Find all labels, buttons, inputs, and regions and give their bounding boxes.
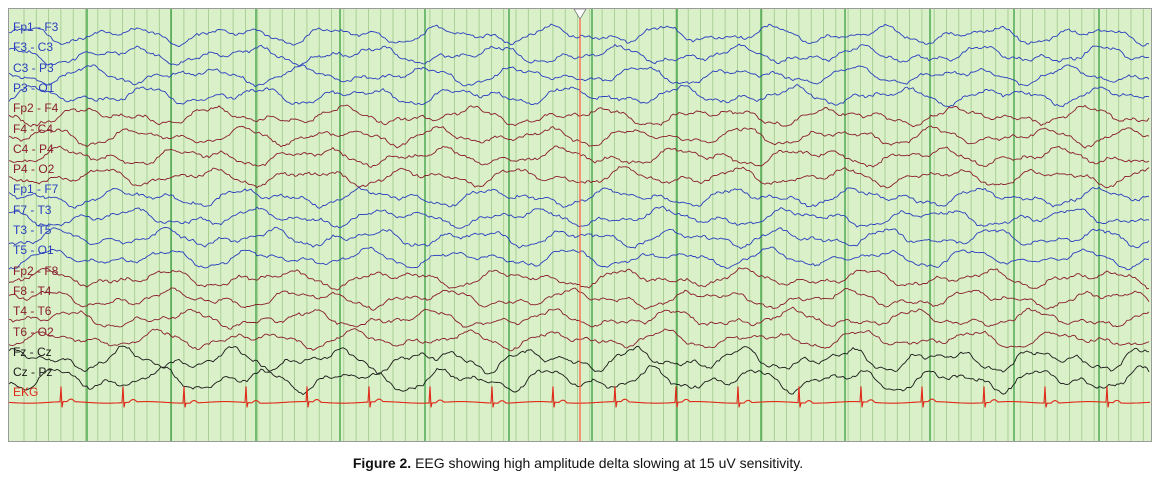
channel-label: C3 - P3 xyxy=(13,60,54,75)
channel-label: T4 - T6 xyxy=(13,304,52,319)
channel-label: EKG xyxy=(13,385,39,400)
channel-label: Fp2 - F4 xyxy=(13,101,59,116)
channel-label: C4 - P4 xyxy=(13,141,54,156)
channel-label: Fz - Cz xyxy=(13,344,52,359)
channel-label: Fp2 - F8 xyxy=(13,263,59,278)
trace-fz-cz xyxy=(9,345,1150,375)
trace-c4-p4 xyxy=(9,145,1150,169)
time-cursor-handle xyxy=(573,9,587,20)
trace-p3-o1 xyxy=(9,83,1149,108)
channel-label: Cz - Pz xyxy=(13,365,53,380)
channel-label: F8 - T4 xyxy=(13,283,52,298)
trace-t4-t6 xyxy=(9,306,1150,330)
trace-t5-o1 xyxy=(9,246,1150,271)
trace-t6-o2 xyxy=(9,328,1150,352)
trace-f3-c3 xyxy=(9,43,1150,67)
channel-label: Fp1 - F3 xyxy=(13,20,59,34)
figure-label: Figure 2. xyxy=(352,455,412,471)
eeg-chart xyxy=(9,9,1150,441)
channel-label: P4 - O2 xyxy=(13,162,55,177)
trace-p4-o2 xyxy=(9,165,1150,189)
channel-label: T6 - O2 xyxy=(13,324,54,339)
channel-label: F3 - C3 xyxy=(13,40,54,55)
channel-label: T3 - T5 xyxy=(13,223,52,237)
grid-layer xyxy=(23,9,1144,441)
figure-caption: Figure 2. EEG showing high amplitude del… xyxy=(0,455,1156,471)
trace-fp2-f8 xyxy=(9,267,1150,291)
channel-label: Fp1 - F7 xyxy=(13,182,59,197)
trace-c3-p3 xyxy=(9,64,1150,88)
trace-fp2-f4 xyxy=(9,104,1150,128)
figure-caption-text: EEG showing high amplitude delta slowing… xyxy=(415,455,804,471)
trace-fp1-f7 xyxy=(9,186,1150,209)
trace-cz-pz xyxy=(9,365,1150,396)
trace-f7-t3 xyxy=(9,205,1150,229)
trace-fp1-f3 xyxy=(9,23,1150,48)
trace-f8-t4 xyxy=(9,287,1150,311)
channel-label: F4 - C4 xyxy=(13,121,54,136)
trace-t3-t5 xyxy=(9,226,1150,250)
channel-label: T5 - O1 xyxy=(13,243,54,258)
channel-label: P3 - O1 xyxy=(13,80,55,95)
eeg-panel: Fp1 - F3 F3 - C3 C3 - P3 P3 - O1 Fp2 - F4 F4 … xyxy=(8,8,1152,442)
trace-f4-c4 xyxy=(9,125,1150,149)
marker-layer xyxy=(573,9,587,441)
channel-label: F7 - T3 xyxy=(13,202,52,217)
